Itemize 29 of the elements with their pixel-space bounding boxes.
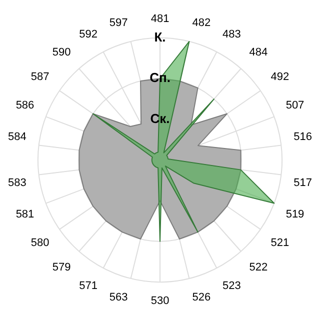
spoke-label: 587 bbox=[30, 70, 50, 83]
spoke-label: 584 bbox=[8, 131, 26, 144]
spoke-label: 597 bbox=[109, 16, 128, 29]
spoke-label: 482 bbox=[192, 16, 211, 29]
spoke-label: 523 bbox=[222, 280, 241, 292]
spoke-label: 481 bbox=[150, 12, 170, 25]
y-tick-label: К. bbox=[154, 30, 166, 45]
spoke-label: 592 bbox=[79, 28, 98, 40]
spoke-label: 579 bbox=[52, 261, 71, 274]
spoke-label: 492 bbox=[270, 70, 290, 83]
spoke-label: 484 bbox=[249, 46, 268, 59]
spoke-label: 526 bbox=[192, 291, 211, 304]
spoke-label: 521 bbox=[270, 237, 290, 250]
spoke-label: 483 bbox=[222, 28, 241, 40]
spoke-label: 571 bbox=[79, 280, 98, 292]
y-tick-label: Сп. bbox=[150, 70, 170, 86]
spoke-label: 563 bbox=[109, 291, 128, 304]
spoke-label: 583 bbox=[8, 176, 26, 189]
spoke-label: 530 bbox=[150, 295, 170, 308]
spoke-label: 586 bbox=[16, 100, 34, 112]
spoke-label: 516 bbox=[294, 131, 312, 144]
spoke-label: 522 bbox=[249, 261, 268, 274]
spoke-label: 590 bbox=[52, 46, 71, 59]
spoke-label: 519 bbox=[286, 208, 304, 220]
spoke-label: 517 bbox=[294, 176, 312, 189]
spoke-label: 581 bbox=[16, 208, 34, 220]
y-tick-label: Ск. bbox=[150, 110, 170, 126]
spoke-label: 580 bbox=[30, 237, 50, 250]
spoke-label: 507 bbox=[286, 100, 304, 112]
